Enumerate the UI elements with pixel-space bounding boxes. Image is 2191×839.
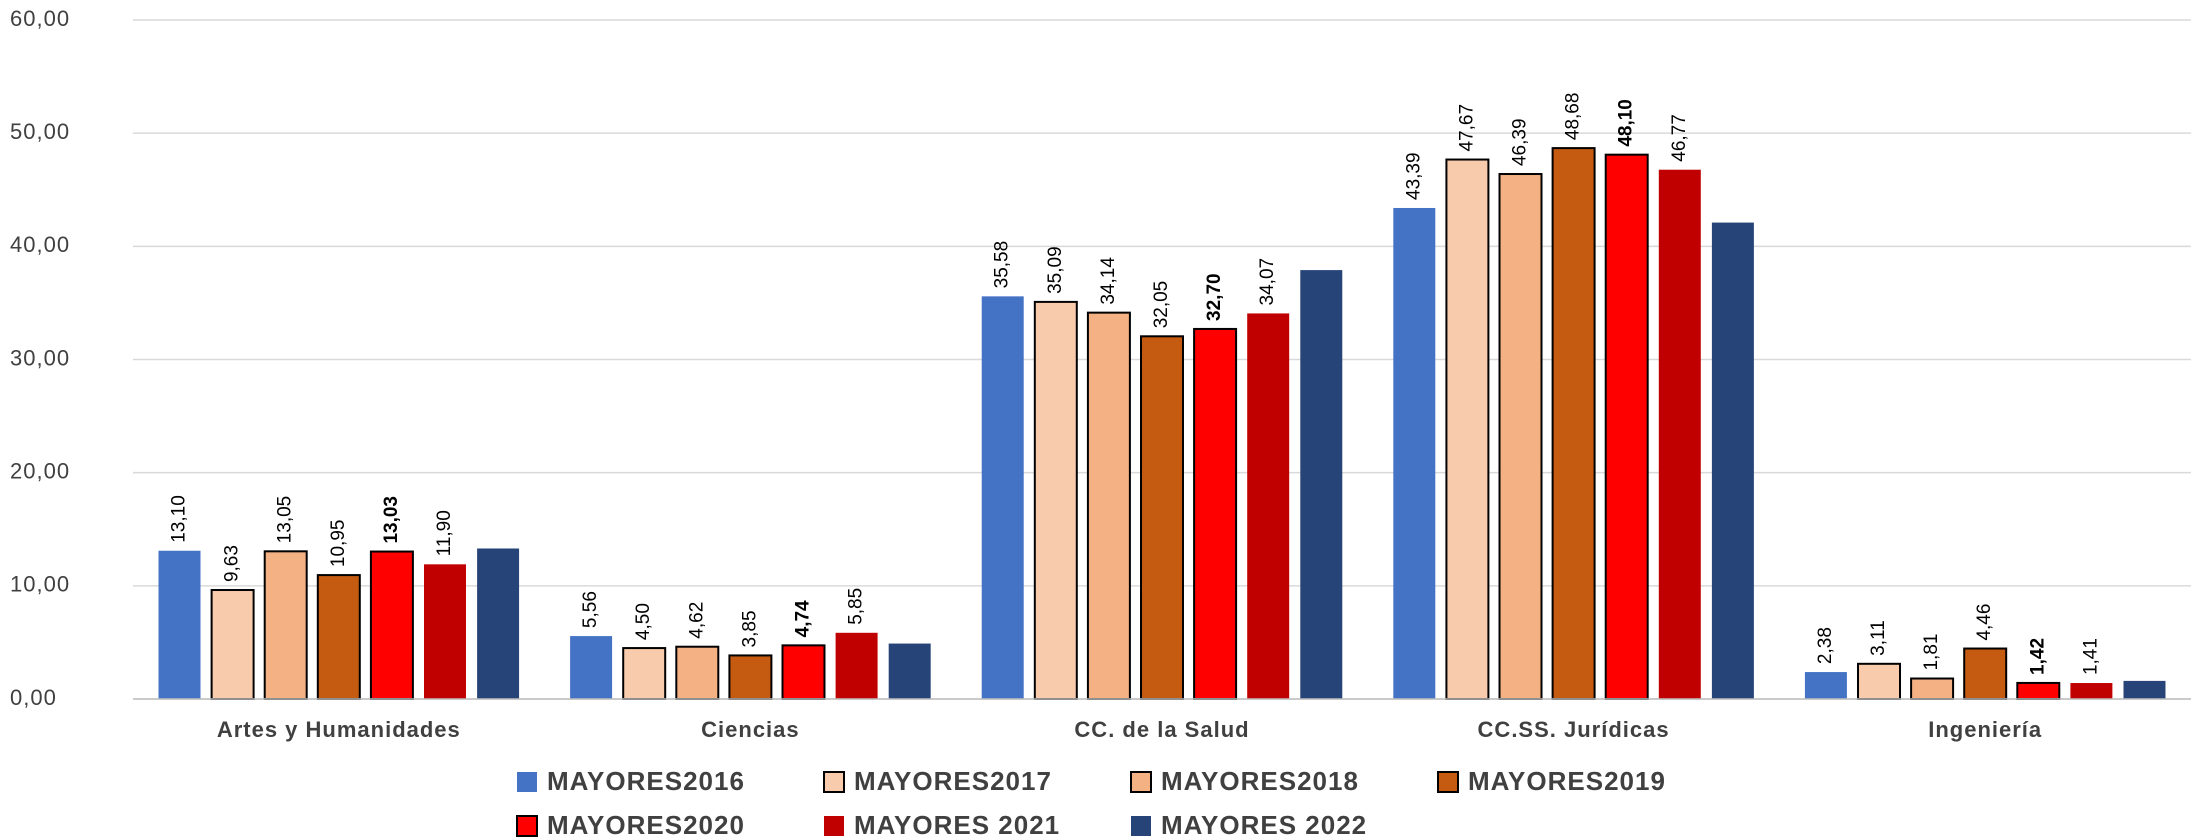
bar — [728, 654, 773, 701]
bar — [1300, 270, 1343, 699]
legend-swatch — [1131, 816, 1151, 836]
legend-label: MAYORES2020 — [547, 810, 745, 839]
bar — [424, 564, 466, 699]
bar — [1711, 222, 1754, 699]
legend-swatch — [823, 771, 845, 793]
bar — [1247, 313, 1290, 699]
bar — [2016, 681, 2061, 701]
legend-label: MAYORES2016 — [547, 766, 745, 796]
bar — [1658, 169, 1701, 700]
bar — [1033, 300, 1078, 700]
value-label: 46,77 — [1669, 114, 1690, 162]
bar — [1910, 677, 1955, 701]
value-label: 10,95 — [328, 520, 349, 568]
bar — [835, 632, 878, 699]
bar — [158, 550, 201, 699]
y-tick-label: 10,00 — [10, 572, 70, 597]
value-label: 46,39 — [1510, 118, 1531, 166]
bar — [316, 574, 361, 701]
y-tick-label: 60,00 — [10, 6, 70, 31]
bar — [888, 643, 931, 699]
value-label: 34,07 — [1257, 258, 1278, 306]
bar — [210, 589, 255, 701]
x-tick-label: Ciencias — [701, 717, 800, 742]
value-label: 5,56 — [580, 591, 601, 628]
value-label: 4,50 — [633, 603, 654, 640]
value-label: 3,11 — [1868, 620, 1889, 656]
value-label: 4,46 — [1974, 604, 1995, 641]
legend-swatch — [1437, 771, 1459, 793]
bar — [1804, 672, 1847, 699]
bar — [1393, 207, 1436, 699]
y-tick-label: 40,00 — [10, 232, 70, 257]
y-tick-label: 20,00 — [10, 458, 70, 483]
value-label: 32,70 — [1204, 273, 1225, 321]
bar — [622, 647, 667, 701]
legend-swatch — [1130, 771, 1152, 793]
value-label: 34,14 — [1098, 257, 1119, 305]
value-label: 13,10 — [169, 495, 190, 543]
value-label: 4,62 — [686, 602, 707, 639]
legend-swatch — [824, 816, 844, 836]
value-label: 48,68 — [1563, 93, 1584, 141]
bar — [369, 550, 414, 700]
value-label: 32,05 — [1151, 281, 1172, 329]
legend-label: MAYORES 2021 — [854, 810, 1060, 839]
bar — [2123, 680, 2166, 699]
value-label: 4,74 — [793, 600, 814, 637]
value-label: 5,85 — [846, 588, 867, 625]
bar — [1498, 173, 1543, 700]
legend-label: MAYORES2019 — [1468, 766, 1666, 796]
value-label: 3,85 — [739, 610, 760, 647]
bar — [1140, 335, 1184, 700]
value-label: 9,63 — [222, 545, 243, 582]
legend-swatch — [517, 772, 537, 792]
x-tick-label: Artes y Humanidades — [217, 717, 461, 742]
value-label: 47,67 — [1456, 104, 1477, 152]
bar — [1604, 153, 1649, 700]
bar — [263, 550, 308, 700]
bar — [1551, 147, 1596, 700]
x-tick-label: CC.SS. Jurídicas — [1478, 717, 1670, 742]
bar — [981, 296, 1024, 699]
x-tick-label: CC. de la Salud — [1074, 717, 1249, 742]
legend-swatch — [516, 815, 538, 837]
legend-label: MAYORES2017 — [854, 766, 1052, 796]
bar — [1857, 662, 1901, 701]
value-label: 48,10 — [1616, 99, 1637, 147]
value-label: 11,90 — [434, 510, 455, 556]
value-label: 1,81 — [1921, 634, 1942, 671]
y-tick-label: 30,00 — [10, 345, 70, 370]
value-label: 35,09 — [1045, 246, 1066, 294]
y-tick-label: 0,00 — [10, 685, 57, 710]
value-label: 1,41 — [2080, 638, 2101, 675]
value-label: 2,38 — [1815, 627, 1836, 664]
bar — [477, 548, 520, 699]
value-label: 43,39 — [1403, 152, 1424, 200]
value-label: 1,42 — [2027, 638, 2048, 675]
bar — [781, 644, 826, 701]
bar — [570, 636, 613, 699]
bar — [1193, 327, 1238, 700]
value-label: 13,05 — [275, 496, 296, 544]
x-tick-label: Ingeniería — [1928, 717, 2042, 742]
bar — [1445, 158, 1490, 701]
value-label: 13,03 — [381, 496, 402, 544]
y-tick-label: 50,00 — [10, 119, 70, 144]
bar — [1963, 647, 2008, 700]
legend-label: MAYORES2018 — [1161, 766, 1359, 796]
legend-label: MAYORES 2022 — [1161, 810, 1367, 839]
bar — [1086, 311, 1131, 700]
value-label: 35,58 — [992, 241, 1013, 289]
bar — [675, 645, 720, 700]
bar — [2070, 683, 2113, 699]
